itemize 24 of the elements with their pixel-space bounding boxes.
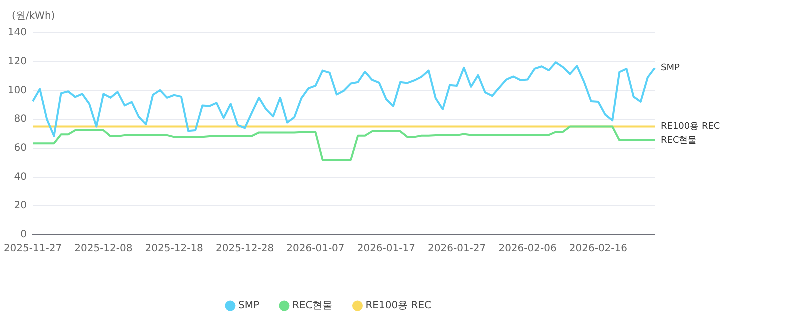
- x-tick-label: 2026-01-17: [357, 244, 416, 255]
- legend-label: RE100용 REC: [366, 300, 432, 312]
- y-axis-title: (원/kWh): [12, 11, 56, 22]
- y-tick-label: 20: [14, 200, 27, 212]
- y-tick-label: 80: [14, 114, 27, 126]
- y-tick-label: 140: [8, 28, 27, 39]
- legend-label: SMP: [238, 300, 260, 312]
- text: REC현물: [661, 136, 698, 146]
- x-tick-label: 2025-12-18: [145, 244, 204, 255]
- x-tick-label: 2025-12-28: [216, 244, 274, 255]
- x-tick-label: 2025-11-27: [4, 244, 62, 255]
- text: RE100용 REC: [661, 122, 720, 132]
- x-tick-label: 2026-01-07: [286, 244, 345, 255]
- y-tick-label: 40: [14, 172, 27, 183]
- x-tick-label: 2025-12-08: [74, 244, 133, 255]
- x-tick-label: 2026-01-27: [428, 244, 486, 255]
- y-tick-label: 120: [8, 56, 27, 68]
- x-tick-label: 2026-02-16: [569, 244, 628, 255]
- x-tick-label: 2026-02-06: [498, 244, 557, 255]
- y-tick-label: 0: [20, 230, 27, 241]
- y-tick-label: 100: [8, 85, 27, 96]
- y-tick-label: 60: [14, 143, 27, 154]
- legend-label: REC현물: [292, 300, 333, 312]
- text: SMP: [661, 64, 680, 74]
